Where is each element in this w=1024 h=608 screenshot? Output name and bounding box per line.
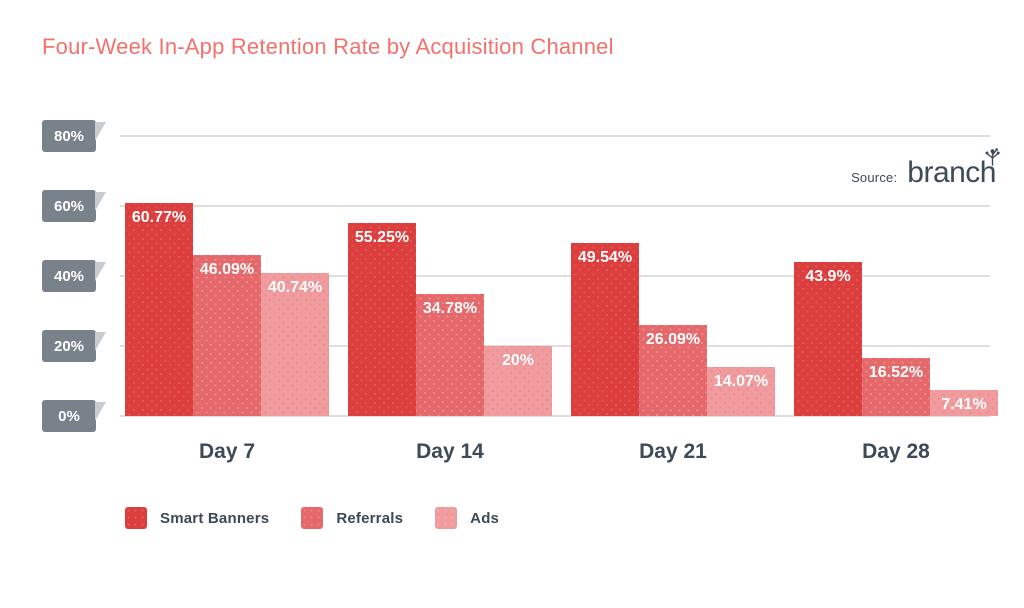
- bar-value-label: 55.25%: [354, 228, 410, 246]
- y-tick-text: 60%: [53, 197, 85, 215]
- x-axis: Day 7 Day 14 Day 21 Day 28: [120, 440, 990, 470]
- legend: Smart Banners Referrals Ads: [125, 507, 499, 529]
- branch-logo: branch: [907, 148, 1000, 189]
- bar-value-label: 16.52%: [868, 364, 924, 382]
- bar-referrals-day-7: 46.09%: [193, 254, 261, 416]
- y-tick-fold: [95, 262, 106, 281]
- bar-referrals-day-14: 34.78%: [416, 294, 484, 416]
- gridline-20%: [120, 345, 990, 347]
- legend-label-smart-banners: Smart Banners: [160, 509, 270, 527]
- legend-label-ads: Ads: [470, 509, 500, 527]
- legend-item-smart-banners: Smart Banners: [125, 507, 269, 529]
- legend-item-ads: Ads: [435, 507, 499, 529]
- legend-item-referrals: Referrals: [301, 507, 403, 529]
- gridline-0%: [120, 415, 990, 417]
- bar-smart-banners-day-21: 49.54%: [571, 242, 639, 416]
- y-tick-fold: [95, 332, 106, 351]
- bar-ads-day-28: 7.41%: [930, 390, 998, 416]
- bar-value-label: 49.54%: [577, 248, 633, 266]
- x-axis-label-day-21: Day 21: [639, 440, 707, 463]
- bar-ads-day-14: 20%: [484, 346, 552, 416]
- y-tick-fold: [95, 402, 106, 421]
- bar-ads-day-21: 14.07%: [707, 366, 775, 416]
- bar-referrals-day-21: 26.09%: [639, 324, 707, 416]
- x-axis-label-day-28: Day 28: [862, 440, 930, 463]
- chart-title: Four-Week In-App Retention Rate by Acqui…: [42, 34, 614, 59]
- bar-referrals-day-28: 16.52%: [862, 358, 930, 416]
- y-tick-fold: [95, 122, 106, 141]
- branch-wordmark-text: branch: [907, 156, 996, 189]
- source-label: Source:: [851, 170, 898, 185]
- gridline-40%: [120, 275, 990, 277]
- y-tick-label-40%: 40%: [42, 260, 106, 292]
- legend-swatch-smart-banners: [125, 507, 147, 529]
- bar-value-label: 34.78%: [422, 300, 478, 318]
- y-tick-text: 0%: [58, 407, 80, 425]
- bar-value-label: 43.9%: [805, 268, 851, 286]
- legend-swatch-referrals: [301, 507, 324, 529]
- branch-sprig-icon: [985, 148, 1000, 166]
- source-block: Source: branch: [851, 148, 1000, 189]
- bar-value-label: 14.07%: [713, 372, 769, 390]
- bar-value-label: 40.74%: [267, 279, 323, 297]
- y-tick-label-80%: 80%: [42, 120, 106, 152]
- x-axis-label-day-7: Day 7: [198, 440, 256, 463]
- bar-ads-day-7: 40.74%: [261, 273, 329, 416]
- gridline-60%: [120, 205, 990, 207]
- y-tick-text: 80%: [53, 127, 85, 145]
- bar-smart-banners-day-14: 55.25%: [348, 222, 416, 416]
- bar-smart-banners-day-7: 60.77%: [125, 203, 193, 416]
- y-tick-label-0%: 0%: [42, 400, 106, 432]
- x-axis-label-day-14: Day 14: [416, 440, 484, 463]
- bar-value-label: 46.09%: [199, 260, 255, 278]
- bar-value-label: 7.41%: [941, 396, 987, 414]
- bar-value-label: 20%: [501, 352, 535, 369]
- y-tick-text: 40%: [53, 267, 85, 285]
- gridline-80%: [120, 135, 990, 137]
- bar-value-label: 60.77%: [131, 209, 187, 227]
- legend-swatch-ads: [435, 507, 458, 529]
- y-tick-fold: [95, 192, 106, 211]
- y-tick-label-20%: 20%: [42, 330, 106, 362]
- y-tick-label-60%: 60%: [42, 190, 106, 222]
- y-tick-text: 20%: [53, 337, 85, 355]
- legend-label-referrals: Referrals: [336, 509, 404, 527]
- plot-area: 60.77% 46.09% 40.74% 55.25% 34.78% 20% 49.54% 2…: [120, 108, 998, 417]
- bar-smart-banners-day-28: 43.9%: [794, 262, 862, 416]
- bar-value-label: 26.09%: [645, 330, 701, 348]
